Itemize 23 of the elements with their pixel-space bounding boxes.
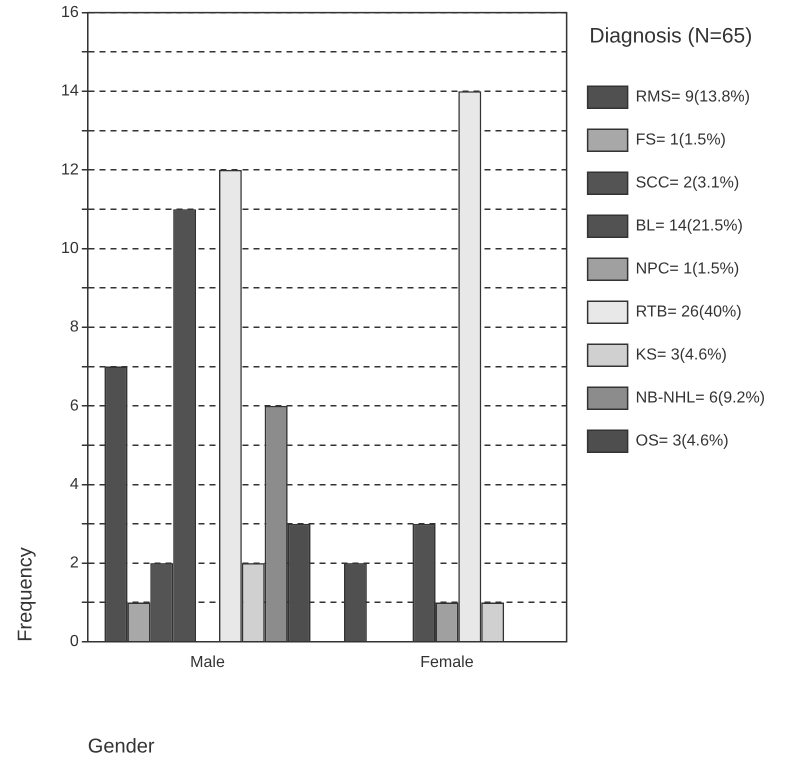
y-tick-label: 12 — [61, 161, 79, 178]
y-tick-label: 8 — [70, 318, 79, 336]
legend-label: FS= 1(1.5%) — [636, 132, 726, 149]
y-axis-title: Frequency — [14, 547, 37, 642]
y-tick-label: 16 — [61, 4, 79, 22]
x-axis-title: Gender — [88, 736, 155, 758]
y-tick-label: 6 — [70, 397, 79, 414]
legend-label: NB-NHL= 6(9.2%) — [636, 390, 765, 407]
y-tick-label: 14 — [61, 82, 79, 100]
legend-label: RTB= 26(40%) — [636, 304, 742, 321]
y-tick-label: 4 — [70, 476, 79, 493]
legend-title: Diagnosis (N=65) — [589, 24, 752, 48]
y-tick-label: 10 — [61, 240, 79, 257]
legend-label: OS= 3(4.6%) — [636, 432, 729, 450]
legend-label: KS= 3(4.6%) — [636, 346, 727, 364]
legend-label: RMS= 9(13.8%) — [636, 88, 750, 106]
y-tick-label: 0 — [70, 633, 79, 650]
y-tick-label: 2 — [70, 554, 79, 572]
legend-label: SCC= 2(3.1%) — [636, 174, 740, 192]
legend-label: BL= 14(21.5%) — [636, 218, 743, 235]
x-tick-label: Female — [420, 654, 474, 671]
legend-label: NPC= 1(1.5%) — [636, 260, 740, 278]
x-tick-label: Male — [190, 654, 225, 671]
